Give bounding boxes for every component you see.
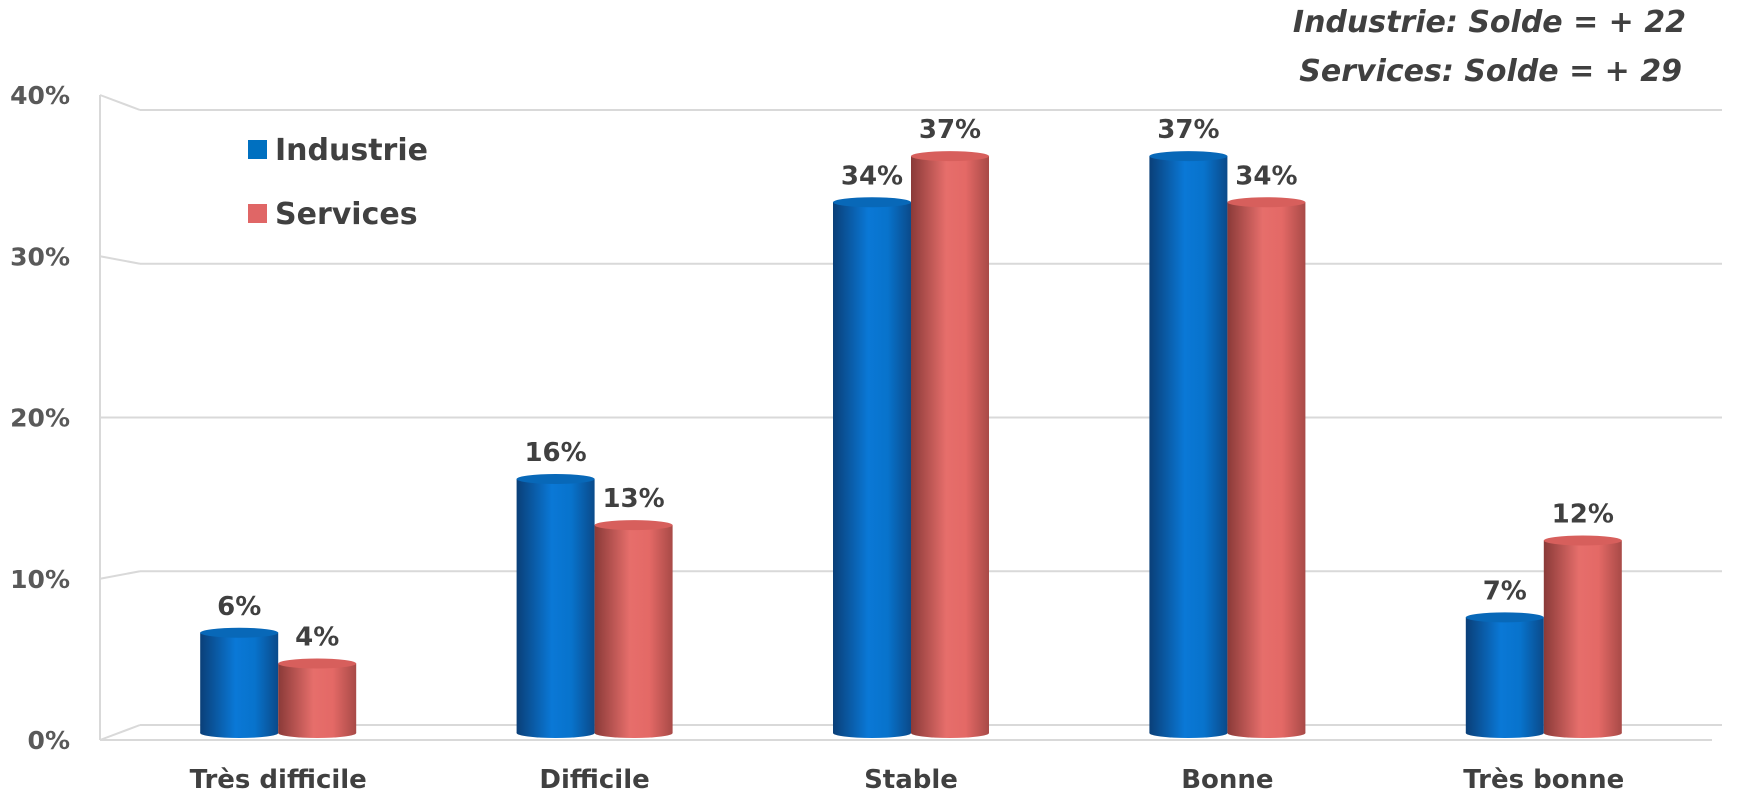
- legend-label-industrie: Industrie: [275, 133, 428, 168]
- bar-base: [1227, 728, 1306, 738]
- legend-swatch-services: [248, 204, 267, 223]
- bar-cap: [1543, 535, 1622, 546]
- legend-label-services: Services: [275, 197, 418, 232]
- data-label: 4%: [295, 623, 339, 653]
- y-tick-label: 0%: [28, 726, 70, 755]
- bar-cap: [594, 520, 673, 531]
- data-label: 37%: [1157, 115, 1219, 145]
- y-tick-label: 20%: [10, 404, 70, 433]
- bar-services: [911, 156, 989, 733]
- annotation-industrie-solde: Industrie: Solde = + 22: [1293, 5, 1686, 40]
- bar-base: [200, 728, 279, 738]
- annotation-services-solde: Services: Solde = + 29: [1299, 54, 1682, 89]
- bar-cap: [200, 627, 279, 638]
- bar-base: [833, 728, 911, 738]
- bar-industrie: [200, 632, 279, 733]
- x-category-label: Très difficile: [190, 765, 367, 792]
- bar-cap: [1465, 612, 1544, 623]
- bar-cap: [1149, 151, 1228, 162]
- y-axis: 0% 10% 20% 30% 40%: [10, 81, 1712, 755]
- bar-cap: [1227, 197, 1306, 208]
- x-category-label: Difficile: [539, 765, 649, 792]
- x-category-label: Très bonne: [1463, 765, 1624, 792]
- legend-swatch-industrie: [248, 140, 267, 159]
- x-axis: Très difficile Difficile Stable Bonne Très b…: [190, 765, 1625, 792]
- data-label: 34%: [1235, 161, 1297, 191]
- bar-services: [1227, 202, 1306, 733]
- gridline-depth: [99, 570, 141, 580]
- data-label: 34%: [841, 161, 903, 191]
- gridline-depth: [99, 94, 141, 111]
- bar-industrie: [516, 479, 595, 733]
- bar-base: [911, 728, 989, 738]
- bar-services: [1543, 540, 1622, 733]
- bars: [200, 151, 1622, 738]
- bar-industrie: [833, 202, 911, 733]
- bar-base: [1543, 728, 1622, 738]
- bar-base: [516, 728, 595, 738]
- data-label: 12%: [1552, 500, 1614, 530]
- bar-cap: [278, 658, 357, 669]
- y-tick-label: 40%: [10, 81, 70, 110]
- x-category-label: Stable: [864, 765, 958, 792]
- legend: Industrie Services: [248, 133, 428, 232]
- bar-industrie: [1465, 617, 1544, 733]
- bar-base: [1465, 728, 1544, 738]
- gridline-depth: [99, 724, 141, 741]
- bar-base: [1149, 728, 1228, 738]
- bar-services: [278, 663, 357, 733]
- x-category-label: Bonne: [1181, 765, 1273, 792]
- y-tick-label: 10%: [10, 565, 70, 594]
- bar-industrie: [1149, 156, 1228, 733]
- balance-annotations: Industrie: Solde = + 22 Services: Solde …: [1293, 5, 1686, 89]
- bar-cap: [833, 197, 911, 208]
- data-label: 7%: [1483, 576, 1527, 606]
- gridline-depth: [99, 255, 141, 265]
- data-label: 16%: [524, 438, 586, 468]
- data-labels: 6% 4% 16% 13% 34% 37% 37% 34% 7% 12%: [217, 115, 1614, 652]
- bar-base: [278, 728, 357, 738]
- bar-base: [594, 728, 673, 738]
- bar-cap: [911, 151, 989, 162]
- bar-services: [594, 525, 673, 733]
- y-tick-label: 30%: [10, 242, 70, 271]
- data-label: 13%: [602, 484, 664, 514]
- bar-cap: [516, 474, 595, 484]
- data-label: 6%: [217, 592, 261, 622]
- data-label: 37%: [919, 115, 981, 145]
